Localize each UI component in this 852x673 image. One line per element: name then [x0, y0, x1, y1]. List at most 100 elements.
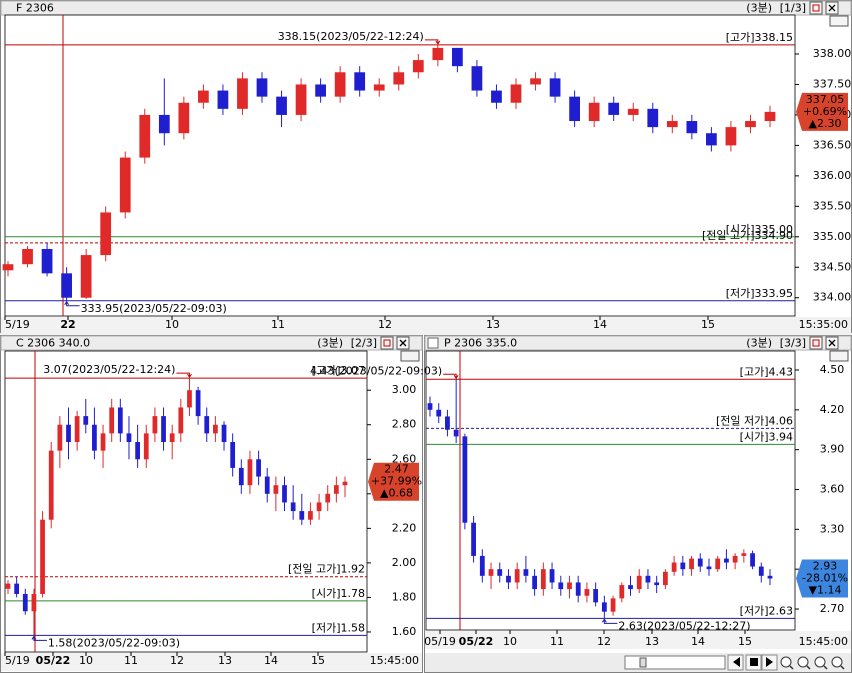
x-tick-label: 15 — [311, 654, 325, 667]
candle-body — [666, 121, 678, 128]
y-tick-label: 1.80 — [392, 590, 417, 603]
candle-body — [333, 485, 339, 494]
candle-body — [299, 511, 305, 520]
y-tick-label: 2.00 — [392, 556, 417, 569]
candle-body — [2, 264, 14, 271]
last-change: ▼1.14 — [809, 583, 842, 596]
time-label: 15:45:00 — [799, 635, 848, 648]
candle-body — [92, 424, 97, 451]
x-axis-band — [1, 317, 851, 335]
candle-body — [139, 114, 151, 158]
y-tick-label: 3.30 — [820, 522, 845, 535]
y-tick-label: 335.50 — [813, 199, 852, 212]
settings-button-inner — [812, 4, 820, 12]
candle-body — [61, 273, 72, 298]
candle-body — [14, 583, 20, 594]
scroll-thumb[interactable] — [639, 657, 647, 668]
zoom-button[interactable] — [780, 656, 792, 668]
candle-body — [238, 467, 244, 486]
level-label: [시가]3.94 — [740, 430, 793, 443]
candle-body — [725, 127, 737, 146]
zoom-button[interactable] — [797, 656, 809, 668]
candle-body — [48, 450, 54, 520]
settings-button-inner — [383, 339, 391, 347]
candle-body — [427, 403, 433, 410]
candle-body — [706, 566, 712, 570]
level-label: [고가]4.43 — [740, 365, 793, 378]
candle-body — [117, 407, 123, 434]
candle-body — [741, 553, 747, 556]
candle-body — [158, 114, 170, 134]
y-tick-label: 334.00 — [813, 291, 852, 304]
candle-body — [282, 485, 287, 503]
candle-body — [662, 571, 668, 586]
last-price: 2.93 — [813, 559, 838, 572]
candle-body — [758, 566, 764, 576]
price-box — [796, 559, 848, 598]
level-label: [고가]3.07 — [312, 364, 365, 377]
zoom-handle — [840, 665, 845, 670]
candle-body — [119, 157, 131, 213]
zoom-button[interactable] — [814, 656, 826, 668]
candle-body — [40, 519, 45, 594]
candle-body — [491, 90, 502, 103]
candle-body — [706, 133, 717, 146]
y-tick-label: 336.00 — [813, 169, 852, 182]
candle-body — [100, 433, 106, 451]
x-tick-label: 12 — [597, 635, 611, 648]
candle-body — [135, 442, 140, 460]
candle-body — [497, 569, 503, 576]
candle-body — [436, 409, 442, 417]
checkbox[interactable] — [427, 337, 439, 349]
y-tick-label: 4.50 — [820, 363, 845, 376]
nav-icon — [733, 657, 740, 667]
window-title: P 2306 335.0 — [444, 337, 517, 350]
split-button[interactable] — [829, 15, 849, 27]
candle-body — [569, 96, 580, 122]
candle-body — [645, 575, 651, 583]
x-tick-label: 11 — [124, 654, 138, 667]
candle-body — [432, 47, 444, 61]
candle-body — [152, 416, 158, 434]
split-button[interactable] — [400, 350, 420, 362]
candle-body — [412, 60, 424, 73]
candle-body — [276, 96, 287, 115]
window-title: C 2306 340.0 — [16, 337, 90, 350]
candle-body — [373, 84, 385, 91]
x-axis-band — [425, 631, 851, 649]
last-price: 337.05 — [806, 93, 845, 106]
candle-body — [724, 558, 729, 563]
split-button[interactable] — [829, 350, 849, 362]
candle-body — [334, 72, 346, 97]
x-tick-label: 5/19 — [5, 318, 30, 331]
last-price: 2.47 — [384, 463, 409, 476]
candle-body — [22, 248, 33, 265]
time-label: 15:35:00 — [799, 318, 848, 331]
candle-body — [549, 569, 555, 583]
candle-body — [510, 84, 522, 103]
window-period: (3분) — [746, 337, 772, 350]
x-tick-label: 5/19 — [5, 654, 30, 667]
settings-button[interactable] — [809, 1, 823, 15]
last-change: ▲2.30 — [809, 117, 842, 130]
x-tick-label: 10 — [165, 318, 179, 331]
x-tick-label: 14 — [264, 654, 278, 667]
candle-body — [237, 78, 248, 109]
y-tick-label: 335.00 — [813, 230, 852, 243]
candle-body — [745, 121, 756, 128]
zoom-button[interactable] — [831, 656, 843, 668]
scroll-track[interactable] — [624, 655, 726, 670]
candle-body — [530, 78, 541, 85]
candle-body — [471, 66, 483, 91]
settings-button[interactable] — [809, 336, 823, 350]
close-icon — [399, 339, 407, 347]
settings-button[interactable] — [380, 336, 394, 350]
x-tick-label: 10 — [503, 635, 517, 648]
level-label: [고가]338.15 — [726, 31, 793, 44]
candle-body — [204, 416, 210, 434]
x-tick-label: 13 — [645, 635, 659, 648]
candle-body — [686, 121, 698, 134]
candle-body — [57, 424, 63, 451]
